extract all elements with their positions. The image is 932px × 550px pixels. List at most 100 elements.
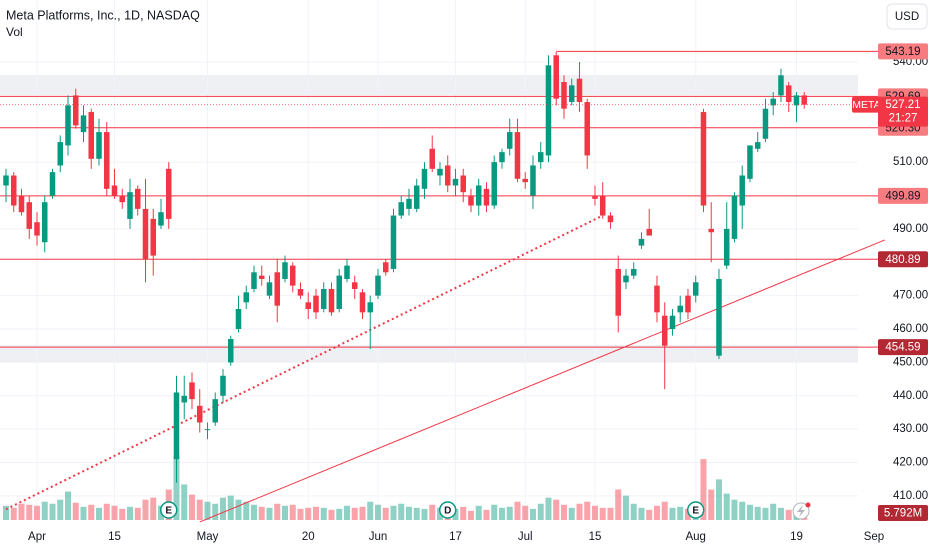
currency[interactable]: USD: [895, 11, 919, 23]
y-tick-label: 440.00: [893, 390, 928, 402]
candle-body: [607, 215, 614, 223]
event-marker: [438, 501, 457, 519]
currency-button[interactable]: [886, 3, 928, 30]
volume-bar: [545, 497, 552, 520]
volume-label: 5.792M: [884, 508, 922, 520]
candle-body: [375, 275, 381, 296]
volume-bar: [607, 507, 614, 520]
candle-body: [57, 142, 63, 166]
trend-line: [5, 214, 604, 511]
level-label-box: [878, 251, 928, 268]
volume-bar: [413, 507, 420, 520]
volume-bar: [57, 499, 64, 520]
candle-body: [413, 185, 420, 209]
candle-body: [336, 275, 342, 310]
volume-bar: [529, 508, 536, 520]
volume-bar: [483, 509, 490, 520]
symbol-label: META: [852, 99, 880, 111]
volume-bar: [204, 501, 211, 520]
candle-body: [49, 172, 56, 196]
trend-line: [199, 239, 886, 523]
background: [0, 0, 858, 520]
candle-body: [196, 405, 203, 423]
candle-body: [661, 315, 668, 346]
volume-bar: [266, 507, 273, 520]
candle-body: [545, 65, 552, 156]
x-tick-label: 20: [302, 531, 315, 543]
candle-body: [444, 165, 451, 186]
volume-bar: [250, 504, 257, 520]
volume-bar: [212, 503, 219, 520]
y-tick-label: 510.00: [893, 156, 928, 168]
level-label-box: [878, 43, 928, 60]
event-marker: [686, 501, 705, 519]
candle-body: [189, 382, 195, 400]
candle-body: [96, 132, 102, 159]
level-label-box: [878, 339, 928, 356]
candle-body: [716, 278, 722, 356]
countdown-label: 21:27: [889, 113, 918, 125]
volume-label-box: [878, 505, 928, 521]
candle-body: [18, 195, 25, 213]
x-tick-label: Apr: [28, 531, 46, 543]
volume-bar: [281, 505, 288, 520]
chart-title: Meta Platforms, Inc., 1D, NASDAQ: [6, 8, 200, 22]
candle-body: [522, 178, 528, 183]
y-tick-label: 460.00: [893, 323, 928, 335]
volume-bar: [739, 501, 746, 520]
candle-body: [568, 85, 575, 103]
candle-body: [88, 112, 94, 159]
volume-bar: [95, 507, 102, 520]
volume-bar: [731, 499, 738, 520]
volume-bar: [429, 504, 436, 520]
volume-bar: [41, 501, 48, 520]
zone: [0, 75, 858, 96]
candle-body: [289, 265, 296, 286]
volume-bar: [227, 495, 234, 520]
candle-body: [460, 175, 466, 193]
candle-body: [398, 202, 404, 216]
candle-body: [491, 162, 497, 206]
volume-bar: [568, 507, 575, 520]
candle-body: [700, 112, 707, 206]
candle-body: [499, 152, 505, 163]
volume-bar: [746, 504, 753, 520]
candle-body: [669, 315, 676, 330]
candle-body: [243, 292, 249, 303]
candle-body: [297, 288, 304, 296]
volume-bar: [119, 508, 126, 520]
candle-body: [630, 268, 637, 276]
candle-body: [739, 175, 745, 206]
volume-bar: [320, 507, 327, 520]
candle-body: [266, 282, 273, 296]
volume-bar: [219, 497, 226, 520]
candle-body: [26, 202, 32, 229]
volume-bar: [188, 494, 195, 520]
y-tick-label: 470.00: [893, 290, 928, 302]
candle-body: [382, 262, 389, 273]
volume-bar: [235, 499, 242, 520]
event-label: E: [165, 506, 172, 517]
candle-body: [483, 188, 490, 206]
volume-bar: [126, 506, 133, 520]
candle-body: [561, 82, 567, 109]
candle-body: [41, 202, 48, 243]
level-label: 543.19: [885, 46, 920, 58]
candle-body: [274, 272, 280, 306]
candle-body: [514, 132, 521, 179]
volume-legend: Vol: [6, 25, 23, 39]
level-label: 480.89: [885, 254, 920, 266]
candle-body: [506, 132, 513, 149]
candle-body: [576, 78, 583, 103]
volume-bar: [305, 507, 312, 520]
volume-bar: [491, 504, 498, 520]
volume-bar: [576, 503, 583, 520]
candle-body: [530, 165, 536, 196]
volume-bar: [80, 506, 87, 520]
volume-bar: [367, 501, 374, 520]
candle-body: [623, 275, 629, 283]
candle-body: [328, 288, 335, 313]
volume-bar: [514, 501, 521, 520]
volume-bar: [181, 484, 188, 520]
candle-body: [708, 228, 714, 233]
